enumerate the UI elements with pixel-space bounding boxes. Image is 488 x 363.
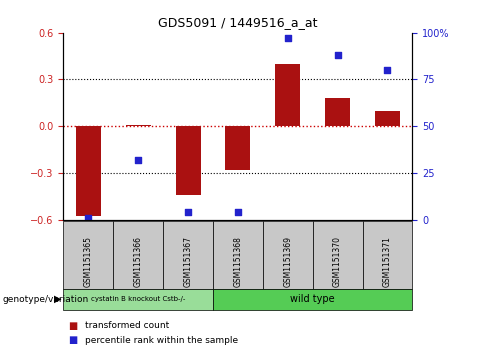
Bar bbox=[325, 98, 350, 126]
Text: ■: ■ bbox=[68, 321, 78, 331]
Text: ■: ■ bbox=[68, 335, 78, 346]
Text: genotype/variation: genotype/variation bbox=[2, 295, 89, 303]
Point bbox=[384, 67, 391, 73]
Point bbox=[184, 209, 192, 215]
Text: ▶: ▶ bbox=[54, 294, 61, 304]
Text: GSM1151370: GSM1151370 bbox=[333, 236, 342, 287]
Text: GSM1151366: GSM1151366 bbox=[134, 236, 142, 287]
Bar bbox=[375, 111, 400, 126]
Bar bbox=[76, 126, 101, 216]
Text: GSM1151365: GSM1151365 bbox=[84, 236, 93, 287]
Point bbox=[84, 215, 92, 221]
Point bbox=[234, 209, 242, 215]
Text: transformed count: transformed count bbox=[85, 322, 170, 330]
Bar bbox=[275, 64, 300, 126]
Bar bbox=[176, 126, 201, 195]
Point bbox=[284, 35, 292, 41]
Text: GSM1151368: GSM1151368 bbox=[233, 236, 243, 287]
Bar bbox=[126, 125, 151, 126]
Text: GSM1151367: GSM1151367 bbox=[183, 236, 193, 287]
Text: wild type: wild type bbox=[290, 294, 335, 304]
Point bbox=[134, 157, 142, 163]
Bar bbox=[225, 126, 250, 170]
Text: GSM1151369: GSM1151369 bbox=[283, 236, 292, 287]
Text: cystatin B knockout Cstb-/-: cystatin B knockout Cstb-/- bbox=[91, 296, 185, 302]
Point bbox=[334, 52, 342, 58]
Title: GDS5091 / 1449516_a_at: GDS5091 / 1449516_a_at bbox=[158, 16, 318, 29]
Text: percentile rank within the sample: percentile rank within the sample bbox=[85, 336, 239, 345]
Text: GSM1151371: GSM1151371 bbox=[383, 236, 392, 287]
